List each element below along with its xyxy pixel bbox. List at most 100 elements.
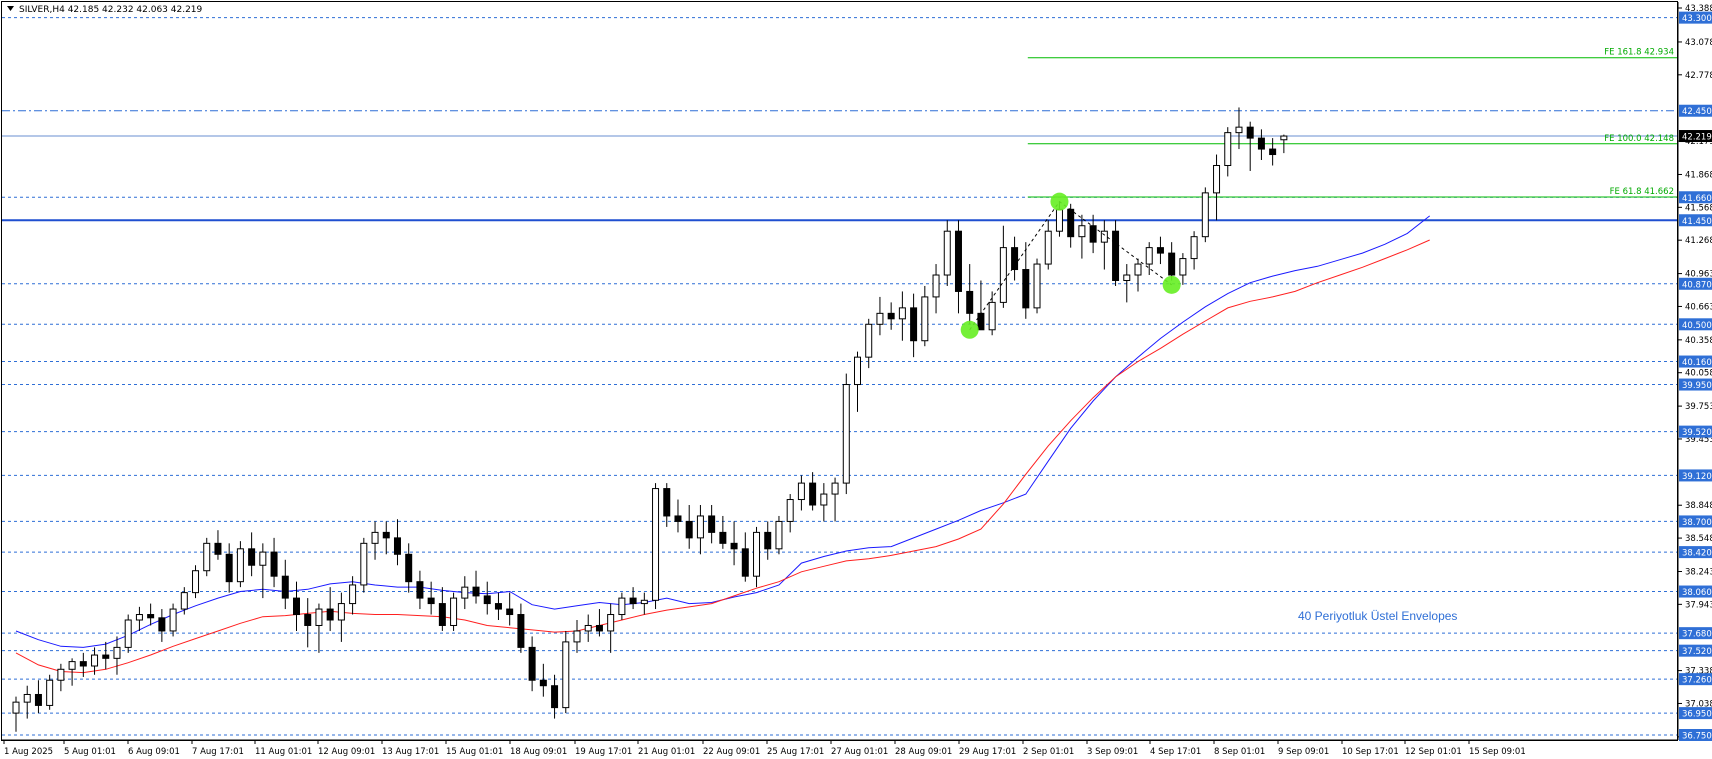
candle[interactable]: [248, 532, 256, 577]
candle[interactable]: [629, 587, 637, 610]
candle[interactable]: [349, 576, 357, 615]
candle[interactable]: [775, 515, 783, 555]
candle[interactable]: [820, 483, 828, 522]
candle[interactable]: [57, 663, 65, 692]
candle[interactable]: [1134, 258, 1142, 292]
candle[interactable]: [382, 521, 390, 555]
candle[interactable]: [1123, 264, 1131, 303]
candle[interactable]: [887, 302, 895, 330]
candle[interactable]: [562, 630, 570, 714]
candle[interactable]: [943, 220, 951, 286]
dropdown-triangle-icon[interactable]: [7, 6, 14, 11]
candle[interactable]: [528, 636, 536, 692]
candle[interactable]: [91, 647, 99, 675]
candle[interactable]: [1246, 121, 1254, 171]
candle[interactable]: [1156, 236, 1164, 265]
candle[interactable]: [584, 614, 592, 642]
candle[interactable]: [1145, 242, 1153, 276]
candle[interactable]: [932, 264, 940, 314]
candle[interactable]: [225, 543, 233, 593]
candle[interactable]: [23, 685, 31, 719]
candle[interactable]: [360, 537, 368, 593]
candle[interactable]: [1022, 242, 1030, 319]
candle[interactable]: [954, 220, 962, 314]
candle[interactable]: [797, 475, 805, 511]
candle[interactable]: [607, 603, 615, 653]
candle[interactable]: [494, 592, 502, 621]
candle[interactable]: [999, 225, 1007, 308]
candle[interactable]: [1089, 214, 1097, 254]
candle[interactable]: [1235, 107, 1243, 150]
candle[interactable]: [685, 505, 693, 549]
candle[interactable]: [539, 663, 547, 697]
candle[interactable]: [921, 285, 929, 347]
candle[interactable]: [1112, 220, 1120, 286]
candle[interactable]: [1033, 258, 1041, 314]
candle[interactable]: [1078, 214, 1086, 259]
candle[interactable]: [124, 614, 132, 653]
candle[interactable]: [674, 499, 682, 533]
candle[interactable]: [416, 570, 424, 610]
candle[interactable]: [719, 515, 727, 549]
candle[interactable]: [876, 296, 884, 336]
candle[interactable]: [337, 592, 345, 642]
candle[interactable]: [79, 652, 87, 677]
candle[interactable]: [741, 532, 749, 582]
candle[interactable]: [640, 592, 648, 615]
candle[interactable]: [259, 543, 267, 599]
candle[interactable]: [102, 641, 110, 670]
candle[interactable]: [1011, 236, 1019, 281]
candle[interactable]: [46, 674, 54, 710]
candles[interactable]: [12, 107, 1288, 732]
candle[interactable]: [764, 521, 772, 560]
candle[interactable]: [472, 570, 480, 604]
candle[interactable]: [988, 291, 996, 336]
candle[interactable]: [461, 576, 469, 610]
candle[interactable]: [966, 264, 974, 325]
candle[interactable]: [1213, 154, 1221, 221]
candle[interactable]: [483, 581, 491, 615]
candle[interactable]: [68, 658, 76, 686]
candle[interactable]: [236, 541, 244, 588]
candle[interactable]: [809, 472, 817, 511]
candle[interactable]: [1179, 253, 1187, 285]
candle[interactable]: [1201, 187, 1209, 243]
candle[interactable]: [663, 483, 671, 527]
candle[interactable]: [158, 609, 166, 642]
candle[interactable]: [898, 291, 906, 341]
candle[interactable]: [1168, 242, 1176, 281]
candle[interactable]: [831, 477, 839, 522]
candle[interactable]: [517, 603, 525, 653]
candle[interactable]: [1224, 127, 1232, 177]
candle[interactable]: [281, 559, 289, 610]
candle[interactable]: [147, 603, 155, 626]
candle[interactable]: [1100, 220, 1108, 270]
candle[interactable]: [506, 592, 514, 626]
candle[interactable]: [573, 620, 581, 653]
candle[interactable]: [730, 521, 738, 566]
candle[interactable]: [438, 587, 446, 631]
price-axis[interactable]: 43.388 43.078 42.778 42.173 41.868 41.568 41.2…: [1677, 2, 1712, 743]
candle[interactable]: [270, 537, 278, 588]
candle[interactable]: [652, 483, 660, 610]
candle[interactable]: [34, 680, 42, 714]
candle[interactable]: [393, 519, 401, 566]
time-axis[interactable]: 1 Aug 2025 5 Aug 01:01 6 Aug 09:01 7 Aug 17…: [2, 739, 1678, 757]
candle[interactable]: [696, 505, 704, 555]
candle[interactable]: [371, 521, 379, 560]
candle[interactable]: [865, 318, 873, 369]
candle[interactable]: [1269, 138, 1277, 166]
candle[interactable]: [450, 592, 458, 631]
candle[interactable]: [304, 598, 312, 648]
candle[interactable]: [169, 603, 177, 637]
candle[interactable]: [842, 373, 850, 495]
candle[interactable]: [427, 581, 435, 615]
candle[interactable]: [326, 587, 334, 631]
candle[interactable]: [786, 494, 794, 533]
candle[interactable]: [405, 543, 413, 593]
candle[interactable]: [214, 530, 222, 560]
candle[interactable]: [1190, 231, 1198, 270]
candle[interactable]: [315, 603, 323, 653]
candle[interactable]: [753, 526, 761, 588]
